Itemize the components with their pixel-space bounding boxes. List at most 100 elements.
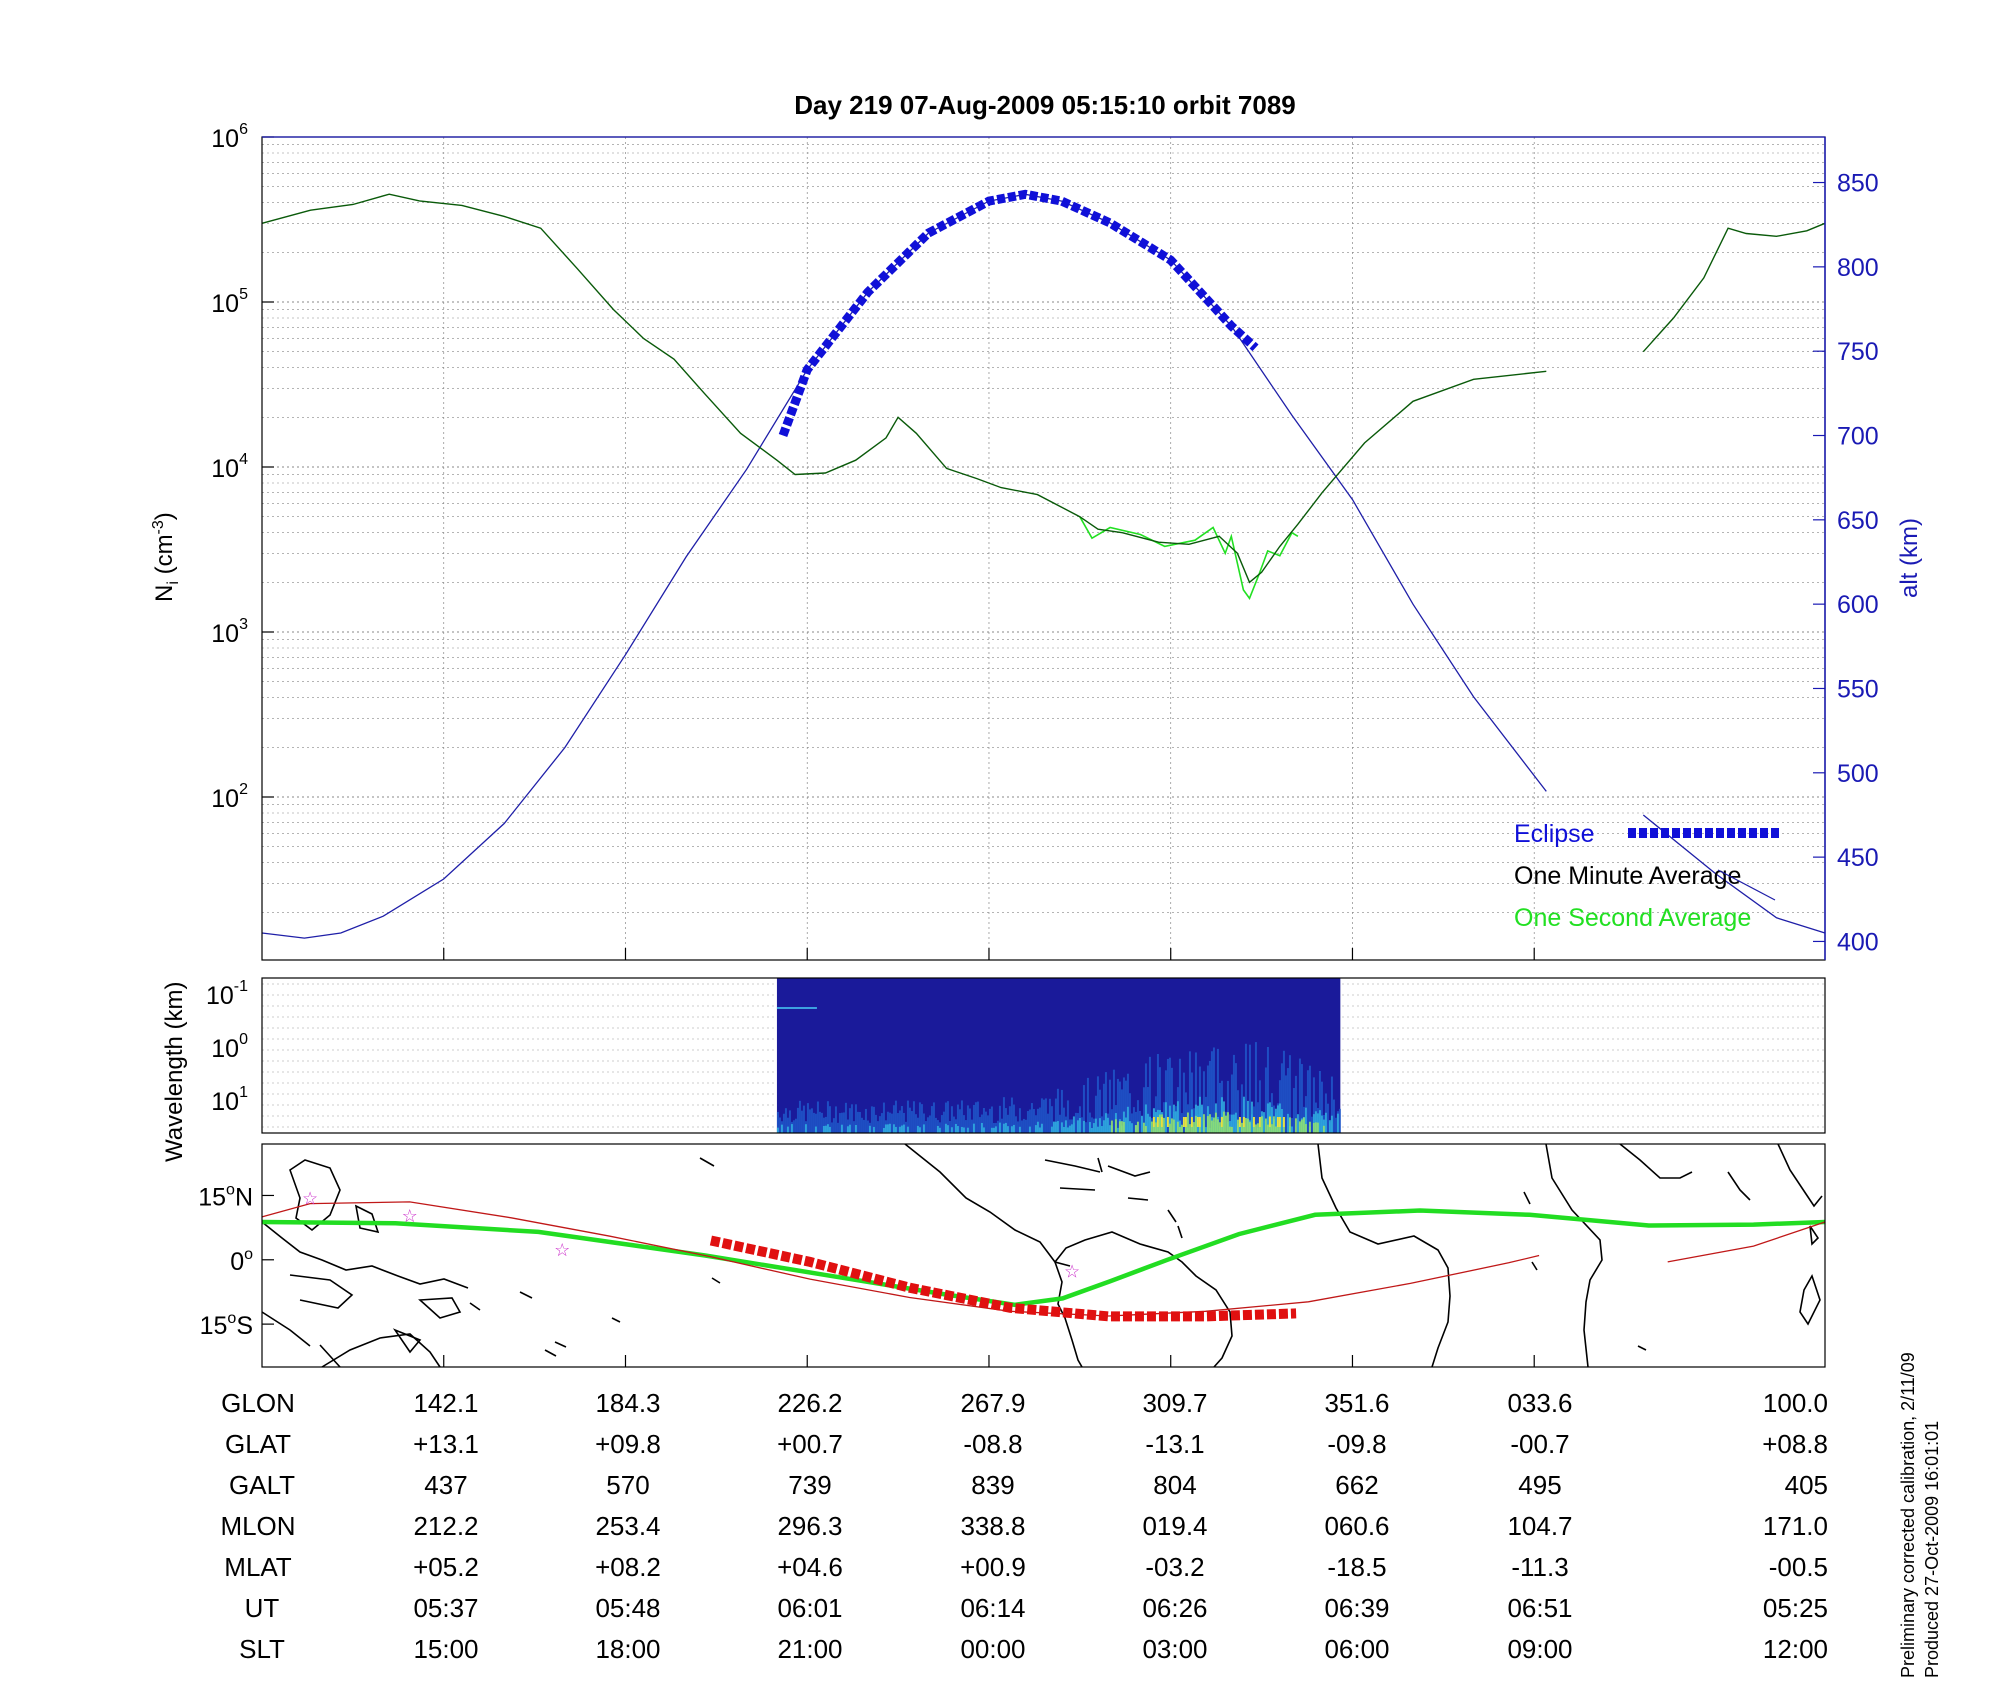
spectrogram-column-high [1260, 1116, 1263, 1133]
table-cell: 15:00 [413, 1634, 478, 1664]
spectrogram-column-high [1276, 1124, 1279, 1133]
spectrogram-column [888, 1112, 891, 1133]
legend-alt-crossing [1717, 869, 1776, 901]
spectrogram-column-high [1194, 1115, 1197, 1133]
spectrogram-column [864, 1108, 867, 1133]
spectrogram-column [1042, 1099, 1045, 1133]
satellite-track-2-line [1667, 1221, 1826, 1263]
spectrogram-column [832, 1118, 835, 1133]
spectrogram-column-high [1228, 1126, 1231, 1133]
spectrogram-column [1112, 1069, 1115, 1133]
spectrogram-column-peak [1198, 1117, 1201, 1127]
spectrogram-column [1124, 1080, 1127, 1133]
table-cell: 739 [788, 1470, 831, 1500]
wavelength-tick-base: 10 [211, 1035, 239, 1063]
table-row-label: GLON [221, 1388, 295, 1418]
spectrogram-column [1332, 1099, 1335, 1133]
spectrogram-column [1100, 1116, 1103, 1133]
spectrogram-column [1284, 1075, 1287, 1133]
spectrogram-column [1032, 1109, 1035, 1133]
spectrogram-column [1156, 1054, 1159, 1133]
spectrogram-column [1266, 1047, 1269, 1133]
table-cell: 839 [971, 1470, 1014, 1500]
spectrogram-column-mid [786, 1126, 789, 1133]
left-axis-label: Ni (cm-3) [150, 512, 182, 602]
left-tick-label: 102 [211, 781, 248, 813]
spectrogram-column [920, 1104, 923, 1133]
table-cell: 804 [1153, 1470, 1196, 1500]
spectrogram-column [1162, 1102, 1165, 1133]
spectrogram-column [1014, 1116, 1017, 1133]
spectrogram-column-mid [822, 1125, 825, 1133]
spectrogram-column [808, 1109, 811, 1133]
spectrogram-column-mid [1280, 1109, 1283, 1133]
spectrogram-column-high [1110, 1120, 1113, 1133]
spectrogram-column-mid [1028, 1126, 1031, 1133]
one-minute-average-line [261, 193, 1547, 584]
spectrogram-column-mid [962, 1127, 965, 1133]
spectrogram-column [1210, 1051, 1213, 1133]
table-cell: 05:25 [1763, 1593, 1828, 1623]
spectrogram-column-high [1300, 1119, 1303, 1133]
spectrogram-column-mid [1274, 1108, 1277, 1133]
spectrogram-column-high [1118, 1121, 1121, 1133]
spectrogram-column-high [1302, 1117, 1305, 1133]
spectrogram-column [1030, 1103, 1033, 1133]
spectrogram-column [1158, 1067, 1161, 1133]
spectrogram-column-high [1312, 1122, 1315, 1133]
wavelength-tick-exp: 0 [239, 1031, 248, 1048]
table-cell: 019.4 [1142, 1511, 1207, 1541]
spectrogram-column [1168, 1057, 1171, 1133]
spectrogram-column [842, 1112, 845, 1133]
spectrogram-column-mid [1140, 1115, 1143, 1133]
spectrogram-column [1294, 1075, 1297, 1133]
spectrogram-column-mid [906, 1126, 909, 1133]
spectrogram-column [1232, 1054, 1235, 1133]
spectrogram-column [1020, 1120, 1023, 1133]
table-cell: +00.9 [960, 1552, 1026, 1582]
spectrogram-column-mid [1172, 1104, 1175, 1133]
spectrogram-column [1192, 1108, 1195, 1133]
spectrogram-column-mid [1056, 1121, 1059, 1133]
spectrogram-column-mid [1286, 1113, 1289, 1133]
spectrogram-column [1184, 1092, 1187, 1133]
spectrogram-column-mid [882, 1127, 885, 1133]
spectrogram-column [960, 1100, 963, 1133]
spectrogram [776, 978, 1341, 1133]
spectrogram-column [902, 1112, 905, 1133]
spectrogram-column [904, 1121, 907, 1133]
spectrogram-column-mid [1174, 1111, 1177, 1133]
spectrogram-column [1264, 1067, 1267, 1133]
one-minute-average-line [1642, 222, 1826, 353]
table-cell: 05:48 [595, 1593, 660, 1623]
spectrogram-column [824, 1116, 827, 1133]
spectrogram-column [1326, 1103, 1329, 1133]
spectrogram-column [1244, 1043, 1247, 1133]
spectrogram-column [1180, 1113, 1183, 1133]
spectrogram-column [850, 1104, 853, 1133]
spectrogram-column-high [1304, 1124, 1307, 1133]
table-cell: -09.8 [1327, 1429, 1386, 1459]
spectrogram-column-high [1218, 1122, 1221, 1133]
spectrogram-column-mid [1076, 1120, 1079, 1133]
spectrogram-column-mid [1088, 1122, 1091, 1133]
spectrogram-column [918, 1102, 921, 1133]
table-cell: +08.2 [595, 1552, 661, 1582]
spectrogram-column [1016, 1121, 1019, 1133]
spectrogram-column [866, 1120, 869, 1133]
altitude-line [1642, 814, 1826, 934]
spectrogram-column [942, 1111, 945, 1133]
spectrogram-column-high [1120, 1121, 1123, 1133]
spectrogram-column [1170, 1067, 1173, 1133]
spectrogram-column-high [1158, 1114, 1161, 1133]
spectrogram-column-mid [1330, 1115, 1333, 1133]
coastline-australia-top [321, 1333, 441, 1368]
coastline-caribbean [1059, 1187, 1183, 1239]
table-cell: 100.0 [1763, 1388, 1828, 1418]
left-tick-base: 10 [211, 125, 239, 153]
spectrogram-column-mid [872, 1126, 875, 1133]
spectrogram-column [948, 1121, 951, 1133]
spectrogram-column [932, 1102, 935, 1133]
spectrogram-column [1236, 1090, 1239, 1133]
